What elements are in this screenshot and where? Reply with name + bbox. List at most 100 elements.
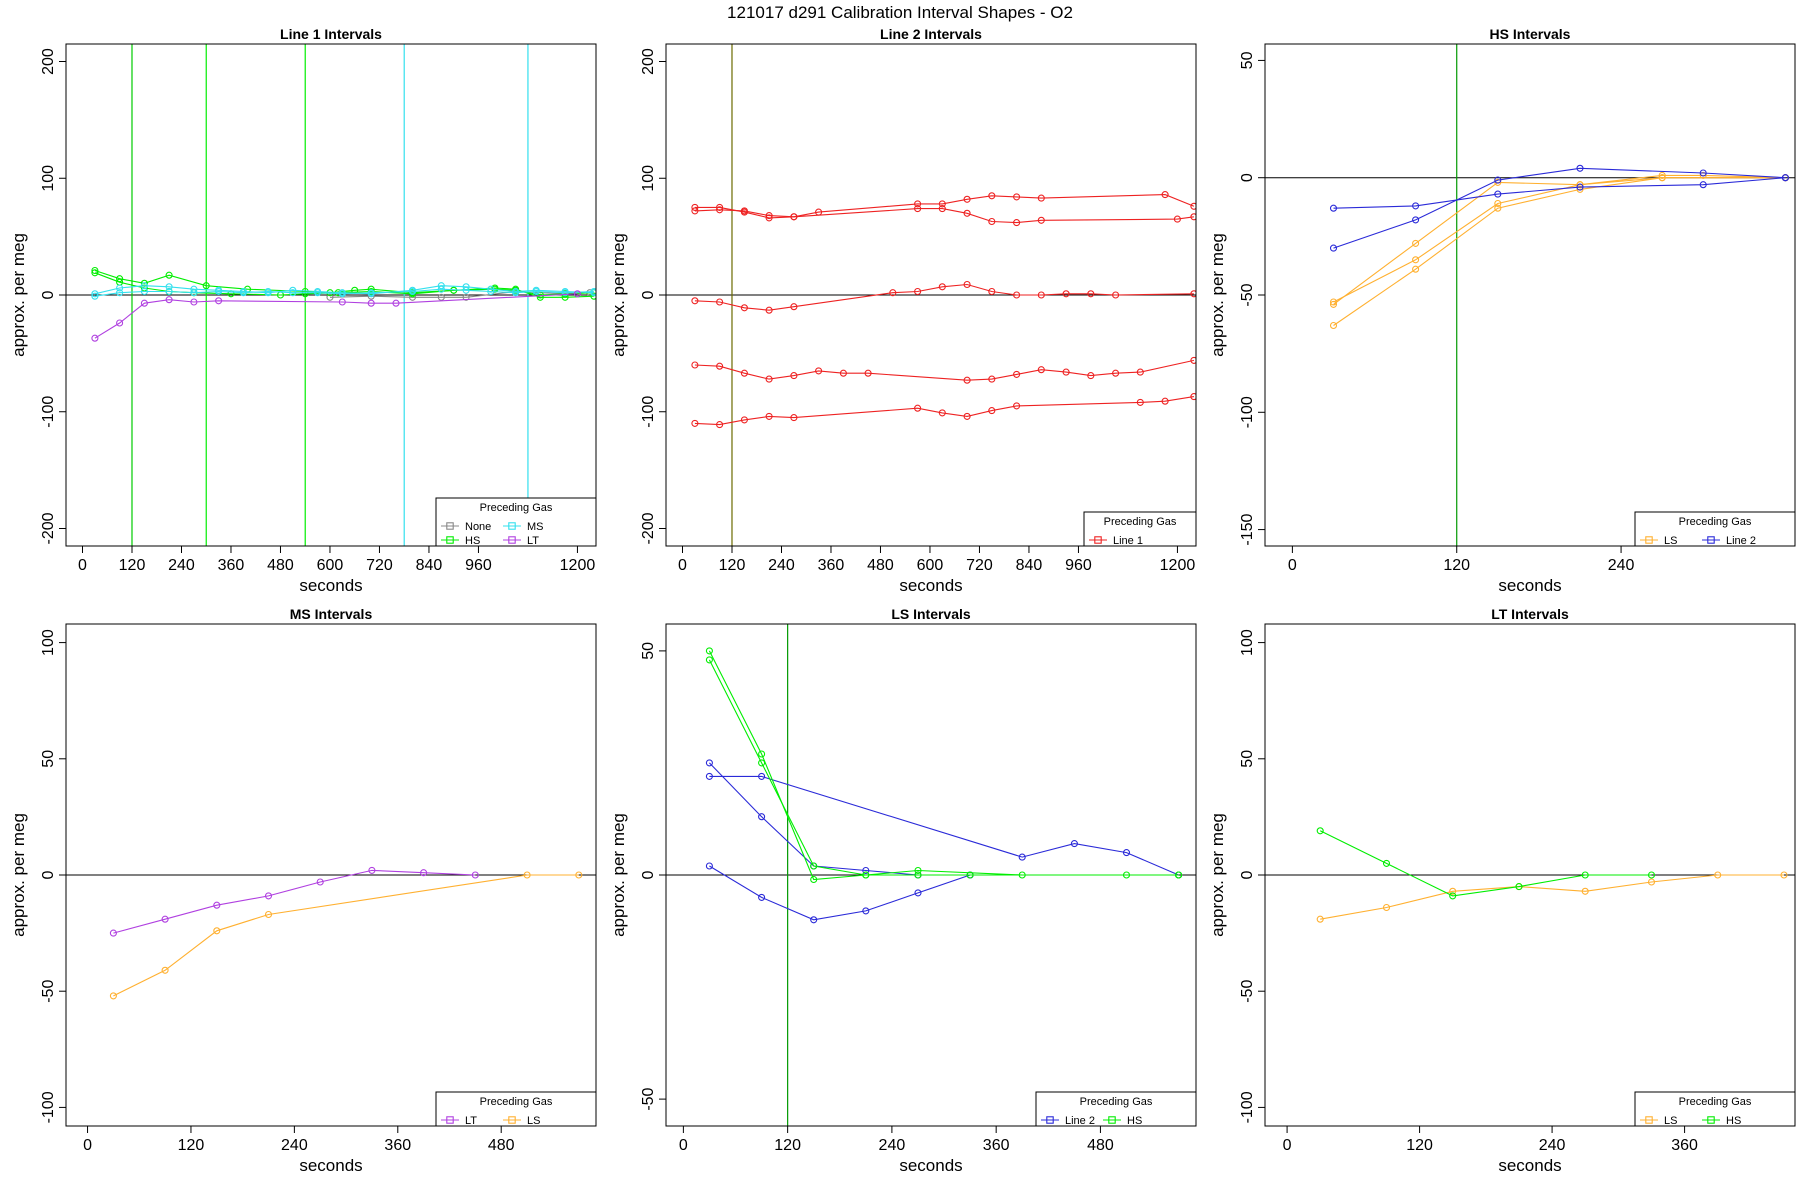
- legend-item-hs: HS: [441, 535, 480, 547]
- data-point: [573, 290, 581, 298]
- series-line-1: [691, 191, 1196, 221]
- x-tick-label: 840: [1016, 557, 1043, 574]
- data-point: [810, 916, 818, 924]
- data-point: [326, 293, 334, 301]
- data-point: [91, 269, 99, 277]
- data-point: [988, 217, 996, 226]
- data-point: [815, 208, 823, 216]
- data-point: [561, 289, 569, 297]
- legend-marker-square: [1094, 536, 1102, 544]
- data-point: [1658, 174, 1666, 182]
- data-point: [1018, 853, 1026, 861]
- data-point: [1449, 892, 1457, 900]
- data-point: [1412, 256, 1420, 264]
- data-point: [1136, 368, 1144, 376]
- data-point: [1412, 239, 1420, 247]
- series-line: [1333, 177, 1786, 326]
- legend-marker-square: [1707, 536, 1715, 544]
- data-point: [716, 421, 724, 429]
- data-point: [1316, 827, 1324, 835]
- data-point: [758, 893, 766, 901]
- x-tick-label: 0: [83, 1137, 92, 1154]
- series-line: [1333, 177, 1786, 303]
- x-axis: 0 120 240 360 480 seconds: [83, 1125, 515, 1175]
- legend-item-line-1: Line 1: [1089, 535, 1143, 547]
- series-line-1: [691, 203, 1196, 227]
- y-tick-label: 0: [1239, 173, 1256, 182]
- x-tick-label: 600: [317, 557, 344, 574]
- legend-box: [1035, 1091, 1197, 1127]
- x-tick-label: 240: [879, 1137, 906, 1154]
- y-tick-label: 0: [640, 870, 657, 879]
- data-point: [590, 287, 596, 296]
- y-tick-label: -100: [40, 396, 57, 428]
- data-point: [140, 279, 148, 287]
- series-line: [1333, 174, 1786, 305]
- data-point: [487, 287, 495, 296]
- data-point: [1714, 871, 1722, 879]
- data-point: [988, 192, 996, 200]
- series-lt: [91, 290, 581, 342]
- data-point: [716, 362, 724, 370]
- data-point: [213, 901, 221, 909]
- data-point: [790, 213, 798, 221]
- data-point: [1013, 291, 1021, 299]
- data-point: [1382, 859, 1391, 867]
- x-tick-label: 240: [1608, 557, 1635, 574]
- data-point: [190, 298, 198, 306]
- plot-area: [666, 44, 1196, 546]
- data-point: [1062, 368, 1070, 376]
- series-hs: [705, 647, 1183, 884]
- legend-box: [435, 497, 597, 547]
- series-ms: [91, 285, 596, 300]
- data-point: [368, 866, 376, 874]
- x-tick-label: 120: [1443, 557, 1470, 574]
- legend-title: Preceding Gas: [1104, 516, 1177, 528]
- y-tick-label: 100: [40, 165, 57, 192]
- legend: Preceding Gas None MS HS LT: [435, 497, 597, 547]
- x-axis-label: seconds: [299, 576, 362, 595]
- y-tick-label: 50: [40, 750, 57, 768]
- series-line: [113, 869, 476, 934]
- legend-marker-square: [1645, 536, 1653, 544]
- data-point: [140, 287, 148, 296]
- data-point: [289, 289, 297, 297]
- data-point: [1329, 298, 1338, 306]
- data-point: [140, 299, 148, 307]
- series-lt: [109, 866, 479, 937]
- y-axis: -200 -100 0 100 200 approx. per meg: [609, 48, 667, 545]
- data-point: [740, 207, 748, 215]
- legend-label: LT: [465, 1115, 477, 1127]
- legend-label: None: [465, 521, 491, 533]
- data-point: [1136, 398, 1144, 406]
- legend-item-ls: LS: [1640, 1115, 1677, 1127]
- legend-label: MS: [527, 521, 544, 533]
- data-point: [914, 287, 922, 296]
- x-tick-label: 360: [1671, 1137, 1698, 1154]
- x-tick-label: 0: [679, 1137, 688, 1154]
- data-point: [1647, 878, 1656, 886]
- series-line-2: [705, 772, 1183, 879]
- y-tick-label: -100: [40, 1091, 57, 1123]
- y-axis: -100 -50 0 50 100 approx. per meg: [9, 629, 67, 1123]
- data-point: [1037, 216, 1045, 224]
- legend-item-hs: HS: [1702, 1115, 1741, 1127]
- data-point: [532, 287, 540, 296]
- panel-title: MS Intervals: [290, 606, 373, 622]
- legend-marker-square: [446, 522, 454, 530]
- x-axis-label: seconds: [1498, 1156, 1561, 1175]
- legend-item-line-2: Line 2: [1041, 1115, 1095, 1127]
- data-point: [988, 287, 996, 296]
- data-point: [1190, 290, 1196, 298]
- data-point: [1329, 321, 1338, 330]
- data-point: [914, 889, 922, 897]
- data-point: [914, 404, 922, 412]
- data-point: [1087, 372, 1095, 380]
- x-tick-label: 480: [488, 1137, 515, 1154]
- data-point: [740, 304, 748, 312]
- data-point: [1013, 402, 1021, 410]
- legend-label: Line 2: [1726, 535, 1756, 547]
- data-point: [914, 871, 922, 879]
- data-point: [109, 992, 117, 1000]
- y-tick-label: 0: [1239, 870, 1256, 879]
